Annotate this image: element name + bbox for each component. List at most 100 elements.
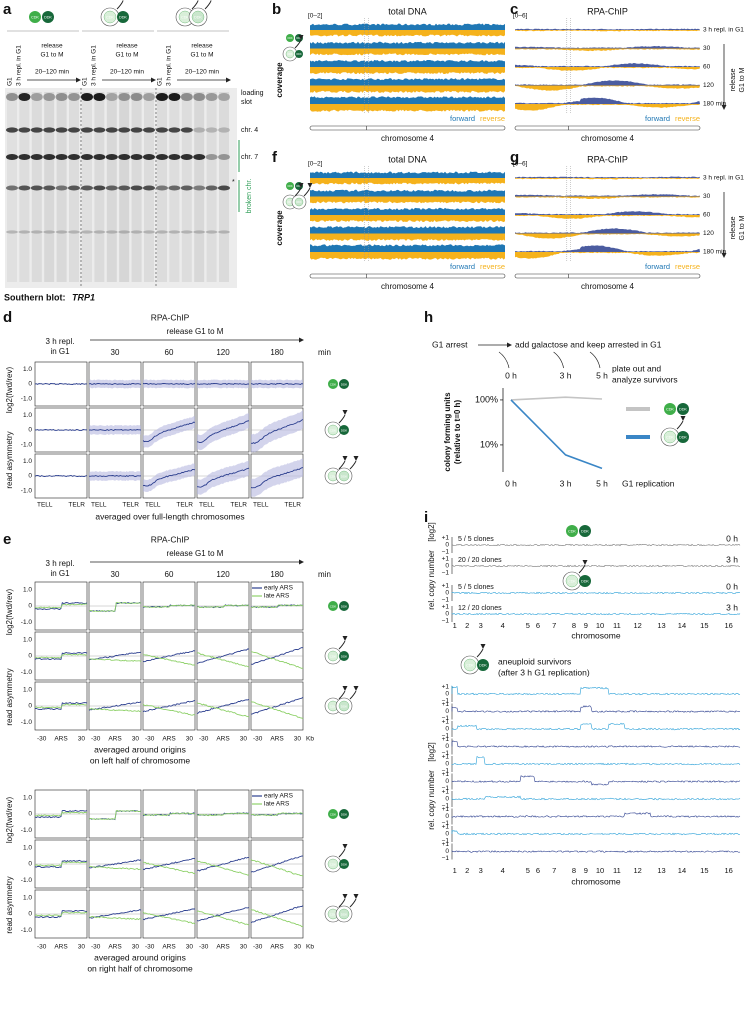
badge-text: CDK <box>287 201 293 204</box>
trace <box>196 652 250 668</box>
label: 30 <box>186 736 194 743</box>
label: coverage <box>275 210 284 246</box>
label: release <box>41 43 63 50</box>
label: 30 <box>294 736 302 743</box>
copy-number-trace <box>451 705 741 713</box>
band <box>43 93 56 101</box>
panel-label: i <box>424 509 428 526</box>
band <box>130 154 143 160</box>
band <box>68 154 80 160</box>
label: 0 <box>445 726 449 733</box>
label: -1.0 <box>21 827 33 834</box>
copy-number-trace <box>451 795 741 801</box>
trace <box>250 908 304 928</box>
badge <box>327 424 339 436</box>
forward-track <box>310 96 505 104</box>
arrow-head <box>76 77 81 83</box>
label: -30 <box>145 736 155 743</box>
label: 30 <box>240 944 248 951</box>
forward-track <box>310 226 505 234</box>
badge-text: DDK <box>341 428 348 432</box>
chromosome-bar <box>309 273 506 279</box>
chromosome-label: 4 <box>501 621 505 630</box>
band <box>118 154 131 160</box>
label: slot <box>241 99 252 106</box>
band <box>105 230 118 234</box>
label: 1.0 <box>23 458 32 465</box>
label: G1 to M <box>190 52 213 59</box>
badge <box>663 430 677 444</box>
label: 0 <box>445 563 449 570</box>
label: 1.0 <box>23 894 32 901</box>
band <box>6 127 18 133</box>
label: chromosome 4 <box>381 134 434 143</box>
reverse-track <box>310 30 505 37</box>
label: 0 h <box>726 533 738 543</box>
trace <box>250 701 304 720</box>
label: * <box>232 179 235 186</box>
chromosome-bar <box>514 273 701 279</box>
chromosome-label: 13 <box>657 621 665 630</box>
arrow-head <box>353 456 359 461</box>
badge-text: DDK <box>341 912 348 916</box>
arrow-head <box>342 686 348 691</box>
band <box>143 230 155 234</box>
copy-number-trace <box>451 591 740 595</box>
badge-arrow <box>338 414 346 424</box>
trace <box>142 812 196 817</box>
label: 180 min <box>703 101 727 108</box>
badge <box>294 197 304 207</box>
label: -30 <box>199 944 209 951</box>
label: 20–120 min <box>185 69 219 76</box>
forward-track <box>515 28 700 30</box>
trace <box>142 911 196 925</box>
panel-title: RPA-ChIP <box>151 312 190 322</box>
label: 0 <box>28 703 32 710</box>
badge-text: DDK <box>341 812 348 816</box>
badge-text: DDK <box>296 185 302 188</box>
band <box>93 230 106 234</box>
label: 30 <box>132 736 140 743</box>
forward-track <box>515 228 700 234</box>
label: 180 <box>270 570 284 579</box>
badge-text: DDK <box>44 15 52 19</box>
chromosome-bar <box>514 125 701 131</box>
chromosome-bar <box>309 125 506 131</box>
label: averaged around origins <box>94 952 186 962</box>
label: −1 <box>442 733 450 740</box>
label: 0 <box>445 831 449 838</box>
trace <box>196 467 250 488</box>
trace <box>250 812 304 817</box>
badge-arrow <box>204 0 212 10</box>
label: reverse <box>480 114 505 123</box>
label: on left half of chromosome <box>90 755 190 765</box>
arrow-head <box>307 183 313 188</box>
label: 0 h <box>505 370 517 380</box>
trace <box>34 861 88 867</box>
label: 5 / 5 clones <box>458 536 494 543</box>
band <box>93 154 106 160</box>
label: release <box>191 43 213 50</box>
label: 30 <box>78 944 86 951</box>
label: chromosome <box>571 630 620 640</box>
label: 30 <box>132 944 140 951</box>
reverse-track <box>515 215 700 219</box>
band <box>81 185 93 191</box>
chromosome-label: 1 <box>453 866 457 875</box>
label: −1 <box>442 855 450 862</box>
label: 1.0 <box>23 794 32 801</box>
trace <box>88 915 142 921</box>
label: 1.0 <box>23 844 32 851</box>
badge-arrow <box>338 898 346 908</box>
arrow-head <box>122 0 124 1</box>
label: +1 <box>442 701 450 708</box>
label: -1.0 <box>21 927 33 934</box>
label: 0 <box>445 778 449 785</box>
band <box>6 93 18 101</box>
chromosome-label: 11 <box>613 866 621 875</box>
badge <box>339 859 349 869</box>
band <box>30 127 43 133</box>
label: −1 <box>442 698 450 705</box>
badge-text: DDK <box>341 654 348 658</box>
band <box>143 127 155 133</box>
